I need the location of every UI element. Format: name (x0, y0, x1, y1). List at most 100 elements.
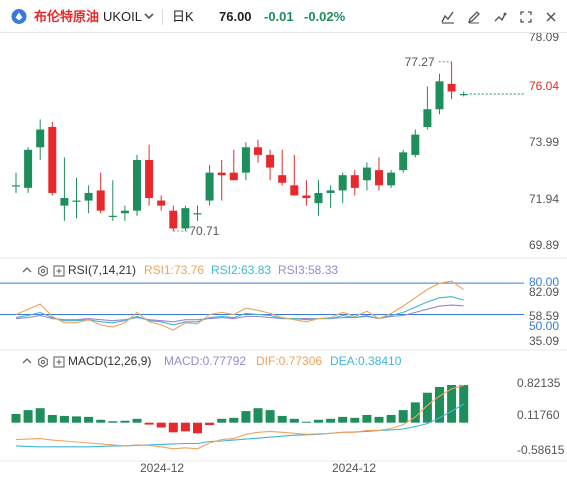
macd-histogram-bar (84, 416, 94, 423)
macd-value: MACD:0.77792 (164, 354, 247, 368)
candle-body (36, 129, 45, 148)
macd-histogram-bar (180, 422, 190, 432)
candle-body (399, 152, 408, 171)
candle-body (338, 175, 347, 191)
macd-histogram-bar (459, 385, 469, 423)
candle-body (254, 147, 262, 155)
macd-histogram-bar (35, 408, 45, 423)
candle-body (24, 149, 33, 188)
macd-histogram-bar (386, 414, 396, 423)
price-axis-label: 78.09 (529, 30, 559, 44)
settings-icon[interactable] (37, 264, 49, 277)
macd-histogram-bar (120, 420, 130, 423)
draw-icon[interactable] (464, 7, 484, 27)
candle-body (302, 195, 311, 199)
last-price: 76.00 (219, 9, 252, 24)
macd-histogram-bar (338, 416, 348, 423)
candle-body (217, 172, 226, 176)
dea-value: DEA:0.38410 (330, 354, 402, 368)
macd-histogram-bar (193, 422, 202, 434)
candle-body (84, 192, 93, 201)
candle-body (181, 208, 190, 229)
macd-histogram-bar (435, 386, 444, 423)
chart-header: 布伦特原油 UKOIL 日K 76.00 -0.01 -0.02% (0, 0, 567, 33)
candle-body (314, 192, 323, 204)
indicators-icon[interactable] (438, 7, 458, 27)
rsi-axis-label: 82.09 (529, 285, 559, 299)
collapse-icon[interactable] (21, 264, 33, 276)
symbol-name[interactable]: 布伦特原油 (34, 9, 100, 24)
rsi-axis-label: 50.00 (529, 319, 559, 333)
candle-body (435, 81, 444, 110)
candle-body (375, 170, 383, 186)
logo-icon (10, 0, 28, 33)
macd-histogram-bar (289, 418, 299, 423)
macd-histogram-bar (253, 408, 263, 423)
candle-body (145, 159, 154, 199)
collapse-icon[interactable] (21, 355, 33, 367)
macd-histogram-bar (96, 419, 106, 423)
x-axis-label: 2024-12 (332, 461, 376, 475)
macd-histogram-bar (168, 422, 178, 433)
rsi3-line (15, 304, 464, 323)
settings-icon[interactable] (37, 355, 49, 368)
macd-histogram-bar (229, 417, 239, 423)
candle-body (120, 210, 129, 214)
candle-body (266, 154, 275, 168)
macd-histogram-bar (362, 414, 372, 423)
macd-histogram-bar (398, 410, 408, 423)
rsi3-value: RSI3:58.33 (278, 263, 339, 277)
dea-line (15, 403, 464, 448)
rsi-axis-label: 58.59 (529, 309, 559, 323)
macd-axis-label: -0.58615 (517, 443, 565, 457)
candle-body (326, 190, 335, 193)
macd-histogram-bar (422, 392, 432, 423)
rsi1-value: RSI1:73.76 (144, 263, 205, 277)
symbol-code[interactable]: UKOIL (103, 9, 143, 24)
price-change-percent: -0.02% (304, 9, 346, 24)
macd-histogram-bar (205, 422, 215, 426)
price-change: -0.01 (264, 9, 294, 24)
price-axis-label: 73.99 (529, 135, 559, 149)
macd-histogram-bar (108, 421, 118, 423)
close-icon[interactable] (541, 7, 561, 27)
candle-body (423, 109, 432, 127)
candle-body (387, 172, 396, 186)
candle-body (60, 198, 69, 206)
macd-histogram-bar (59, 415, 69, 423)
candle-body (290, 185, 299, 196)
candle-body (12, 185, 20, 187)
candle-body (362, 167, 371, 181)
macd-axis-label: 0.82135 (517, 376, 561, 390)
dif-line (15, 384, 464, 450)
candle-body (411, 134, 420, 155)
macd-histogram-bar (265, 410, 275, 423)
macd-label: MACD(12,26,9) (68, 354, 152, 368)
price-axis-label: 69.89 (529, 238, 559, 252)
candle-body (72, 200, 81, 202)
macd-histogram-bar (241, 411, 251, 423)
price-axis-label: 76.04 (529, 79, 559, 93)
add-indicator-icon[interactable] (53, 264, 65, 277)
chevron-down-icon[interactable] (144, 0, 154, 33)
candle-body (229, 172, 238, 181)
macd-histogram-bar (277, 415, 287, 423)
candle-body (108, 215, 117, 217)
macd-histogram-bar (132, 418, 142, 423)
add-indicator-icon[interactable] (53, 355, 65, 368)
dif-value: DIF:0.77306 (256, 354, 323, 368)
candle-body (193, 213, 202, 215)
macd-histogram-bar (410, 402, 420, 423)
settings-icon[interactable] (490, 7, 510, 27)
macd-axis-label: 0.11760 (517, 408, 560, 422)
macd-histogram-bar (156, 422, 166, 428)
low-marker-label: 70.71 (189, 224, 219, 238)
macd-histogram-bar (301, 421, 311, 423)
candle-body (350, 175, 359, 188)
fullscreen-icon[interactable] (516, 7, 536, 27)
candle-body (241, 147, 250, 173)
timeframe-selector[interactable]: 日K (172, 9, 194, 24)
macd-histogram-bar (144, 422, 154, 425)
macd-histogram-bar (72, 416, 81, 423)
